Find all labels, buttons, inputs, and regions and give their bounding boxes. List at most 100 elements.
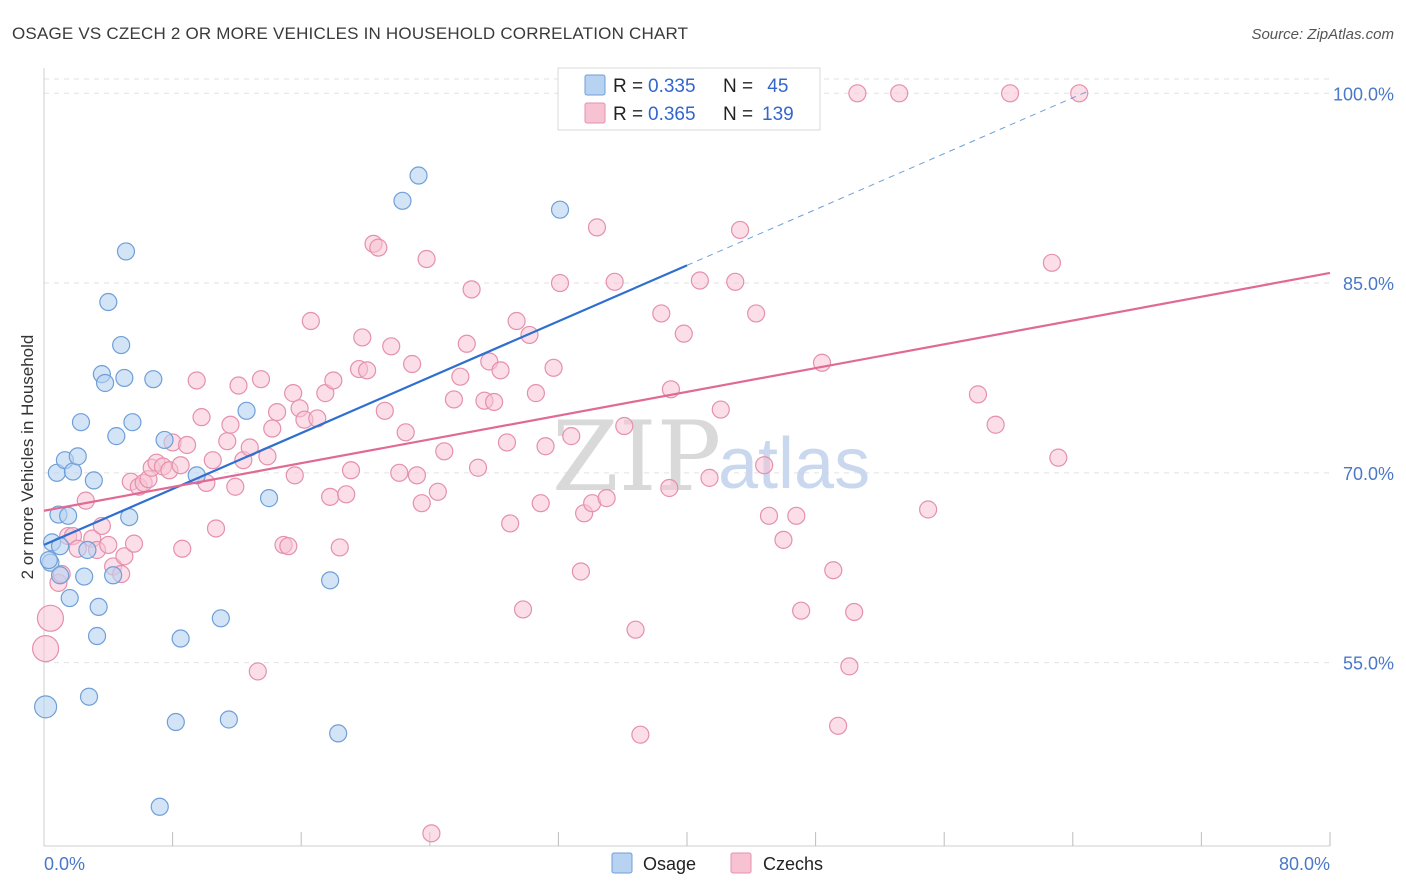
osage-point <box>71 413 91 432</box>
czech-point <box>774 530 793 549</box>
czech-point <box>263 419 282 438</box>
czech-point <box>115 547 134 566</box>
y-axis-label: 2 or more Vehicles in Household <box>18 335 37 580</box>
czech-point <box>531 494 550 513</box>
stats-legend: R = 0.335 N = 45 R = 0.365 N = 139 <box>557 67 821 131</box>
czech-point <box>1070 84 1089 103</box>
czech-point <box>382 337 401 356</box>
czech-point <box>544 358 563 377</box>
czech-point <box>358 361 377 380</box>
czech-point <box>626 620 645 639</box>
czech-point <box>226 477 245 496</box>
czech-point <box>968 385 988 404</box>
czech-point <box>206 519 226 538</box>
czech-point <box>747 304 766 323</box>
czech-point <box>755 456 774 475</box>
bottom-legend-osage-label[interactable]: Osage <box>643 854 696 874</box>
czech-point <box>501 514 520 533</box>
czech-point <box>597 489 616 508</box>
legend-czech-swatch <box>584 102 606 124</box>
osage-point <box>84 471 103 490</box>
y-tick-label: 70.0% <box>1343 464 1394 484</box>
czech-point <box>229 376 248 395</box>
czech-point <box>251 370 271 389</box>
osage-point <box>78 540 97 560</box>
osage-point <box>237 401 256 420</box>
czech-point <box>890 84 909 103</box>
czech-point <box>173 539 192 558</box>
czech-point <box>422 824 441 843</box>
osage-point <box>112 335 131 355</box>
watermark-zip: ZIP <box>552 401 721 513</box>
czech-point <box>1049 448 1068 467</box>
czech-point <box>1042 253 1062 272</box>
czech-point <box>485 392 504 412</box>
czech-point <box>660 478 679 498</box>
czech-point <box>412 494 431 513</box>
legend-osage-swatch <box>584 74 606 96</box>
czech-point <box>457 334 476 353</box>
czech-point <box>1001 84 1020 103</box>
czech-point <box>285 466 304 485</box>
czech-point <box>192 408 211 427</box>
czech-point <box>468 458 488 477</box>
osage-point <box>171 629 190 648</box>
osage-point <box>211 609 230 628</box>
czech-point <box>986 415 1005 434</box>
x-tick-max: 80.0% <box>1279 854 1330 874</box>
czech-point <box>221 415 240 434</box>
y-tick-label: 55.0% <box>1343 654 1394 674</box>
czech-point <box>403 354 422 374</box>
czech-point <box>462 280 481 299</box>
czech-point <box>550 273 570 293</box>
czech-trend-line <box>43 271 1331 512</box>
czech-point <box>605 272 624 291</box>
czech-point <box>829 716 848 735</box>
czech-point <box>396 423 415 442</box>
czech-point <box>444 390 464 409</box>
legend-czech-r-label: R = <box>613 104 643 125</box>
osage-point <box>95 373 115 393</box>
czech-point <box>284 384 303 403</box>
czech-point <box>337 485 356 504</box>
czech-point <box>674 324 693 343</box>
osage-point <box>60 588 79 608</box>
czech-point <box>787 506 806 525</box>
osage-point <box>87 626 107 646</box>
osage-points <box>34 166 570 816</box>
czech-point <box>428 482 447 501</box>
czech-point <box>390 463 409 482</box>
bottom-legend-czech-swatch[interactable] <box>730 852 752 874</box>
watermark: ZIP atlas <box>552 401 870 513</box>
czech-point <box>845 602 864 622</box>
legend-osage-r-value: 0.335 <box>648 76 696 97</box>
bottom-legend-osage-swatch[interactable] <box>611 852 633 874</box>
bottom-legend-czech-label[interactable]: Czechs <box>763 854 823 874</box>
osage-point <box>116 242 136 261</box>
czech-point <box>824 561 843 580</box>
czech-point <box>513 600 533 619</box>
czech-point <box>507 311 526 331</box>
osage-point <box>259 489 279 508</box>
czech-point <box>848 84 867 103</box>
czech-point <box>407 466 427 485</box>
legend-osage-n-value: 45 <box>762 76 788 97</box>
czech-point <box>435 442 454 461</box>
czech-point <box>171 456 190 475</box>
chart-title: OSAGE VS CZECH 2 OR MORE VEHICLES IN HOU… <box>12 24 688 43</box>
osage-point <box>393 191 412 210</box>
czech-point <box>124 534 144 553</box>
czech-point <box>279 537 298 556</box>
czech-points <box>32 84 1089 843</box>
czech-point <box>187 371 206 390</box>
gridlines <box>44 78 1330 664</box>
czech-point <box>330 538 349 557</box>
osage-point <box>329 724 348 743</box>
czech-point <box>571 562 591 581</box>
czech-point <box>497 433 517 452</box>
czech-point <box>451 367 470 386</box>
osage-point <box>99 292 118 312</box>
osage-point <box>107 427 126 446</box>
x-axis-ticks <box>172 832 1331 846</box>
legend-osage-n-label: N = <box>723 76 753 97</box>
